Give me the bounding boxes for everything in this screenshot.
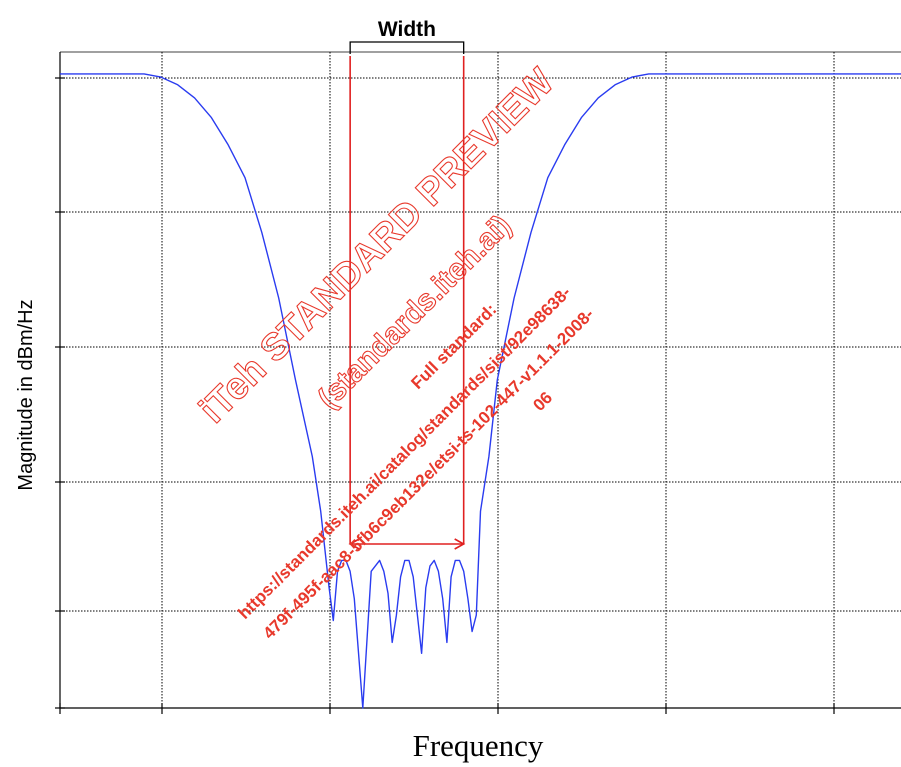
series-layer xyxy=(60,73,901,709)
watermark-line-6: 06 xyxy=(529,388,556,415)
x-axis-label: Frequency xyxy=(413,728,544,763)
watermark-line-5: 479f-495f-aac8-5fb6c9eb132e/etsi-ts-102-… xyxy=(259,305,597,643)
axes xyxy=(55,51,901,714)
width-arrow-right xyxy=(454,538,466,550)
grid xyxy=(60,52,901,708)
width-arrow-left xyxy=(348,538,360,550)
y-axis-label: Magnitude in dBm/Hz xyxy=(15,299,37,490)
width-annotation: Width xyxy=(348,18,466,550)
width-bracket xyxy=(349,41,465,54)
width-label: Width xyxy=(378,18,436,41)
watermark-line-1: iTeh STANDARD PREVIEW xyxy=(192,61,563,432)
series-line-0 xyxy=(60,73,901,709)
watermark: iTeh STANDARD PREVIEW (standards.iteh.ai… xyxy=(191,60,597,643)
